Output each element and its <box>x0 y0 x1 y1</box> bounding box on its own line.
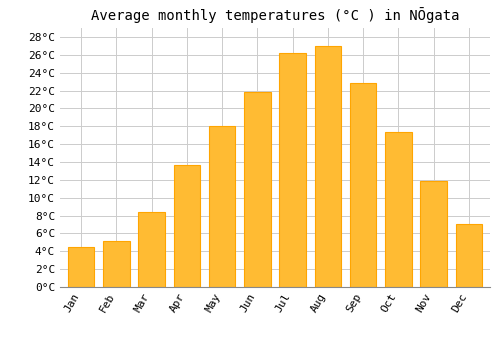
Bar <box>174 164 200 287</box>
Title: Average monthly temperatures (°C ) in NŌgata: Average monthly temperatures (°C ) in NŌ… <box>91 7 459 23</box>
Bar <box>385 133 411 287</box>
Bar <box>420 181 447 287</box>
Bar <box>209 126 236 287</box>
Bar <box>456 224 482 287</box>
Bar <box>280 53 306 287</box>
Bar <box>68 247 94 287</box>
Bar <box>244 92 270 287</box>
Bar <box>103 241 130 287</box>
Bar <box>314 46 341 287</box>
Bar <box>138 212 165 287</box>
Bar <box>350 83 376 287</box>
